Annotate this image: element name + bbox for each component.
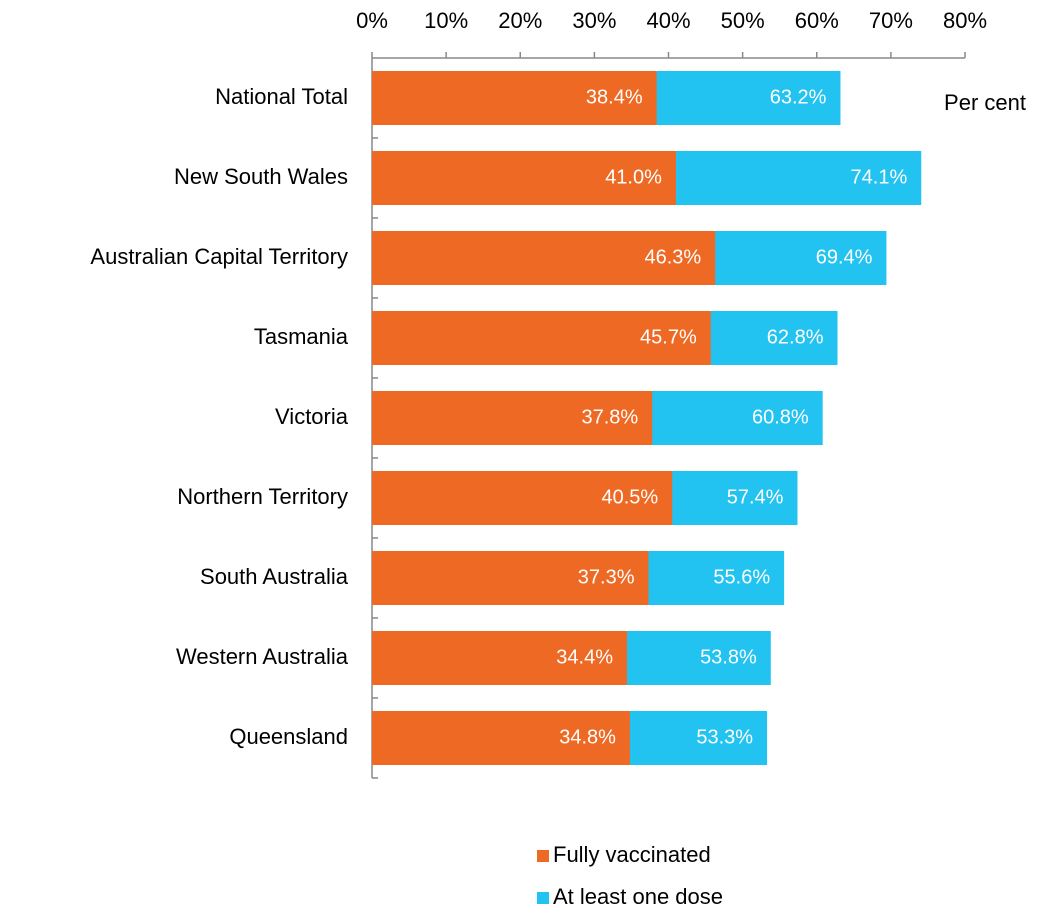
x-tick-label: 80%	[943, 8, 987, 33]
legend-label: At least one dose	[553, 884, 723, 909]
value-label: 55.6%	[713, 566, 770, 588]
bar	[372, 231, 716, 285]
x-tick-label: 60%	[795, 8, 839, 33]
x-tick-label: 50%	[721, 8, 765, 33]
value-label: 69.4%	[816, 246, 873, 268]
x-tick-label: 10%	[424, 8, 468, 33]
value-label: 40.5%	[601, 486, 658, 508]
legend-swatch	[537, 892, 549, 904]
value-label: 63.2%	[770, 86, 827, 108]
legend-label: Fully vaccinated	[553, 842, 711, 867]
value-label: 38.4%	[586, 86, 643, 108]
value-label: 45.7%	[640, 326, 697, 348]
value-label: 37.8%	[581, 406, 638, 428]
bar	[372, 151, 676, 205]
y-tick-label: Western Australia	[176, 644, 349, 669]
y-tick-label: Victoria	[275, 404, 349, 429]
x-tick-label: 0%	[356, 8, 388, 33]
bar	[372, 471, 673, 525]
value-label: 37.3%	[578, 566, 635, 588]
y-tick-label: National Total	[215, 84, 348, 109]
y-tick-label: Australian Capital Territory	[90, 244, 348, 269]
x-tick-label: 70%	[869, 8, 913, 33]
x-tick-label: 30%	[572, 8, 616, 33]
value-label: 41.0%	[605, 166, 662, 188]
value-label: 53.3%	[696, 726, 753, 748]
y-tick-label: Tasmania	[254, 324, 349, 349]
value-label: 34.8%	[559, 726, 616, 748]
x-axis-label: Per cent	[944, 90, 1026, 115]
bar	[372, 631, 627, 685]
bar	[372, 391, 653, 445]
value-label: 53.8%	[700, 646, 757, 668]
x-tick-label: 40%	[646, 8, 690, 33]
y-tick-label: Northern Territory	[177, 484, 348, 509]
bar	[372, 711, 630, 765]
legend-swatch	[537, 850, 549, 862]
value-label: 57.4%	[727, 486, 784, 508]
y-tick-label: Queensland	[229, 724, 348, 749]
bar	[372, 551, 649, 605]
value-label: 46.3%	[644, 246, 701, 268]
x-tick-label: 20%	[498, 8, 542, 33]
y-tick-label: New South Wales	[174, 164, 348, 189]
value-label: 60.8%	[752, 406, 809, 428]
bar	[372, 71, 657, 125]
bar	[372, 311, 711, 365]
value-label: 74.1%	[851, 166, 908, 188]
value-label: 62.8%	[767, 326, 824, 348]
value-label: 34.4%	[556, 646, 613, 668]
y-tick-label: South Australia	[200, 564, 349, 589]
